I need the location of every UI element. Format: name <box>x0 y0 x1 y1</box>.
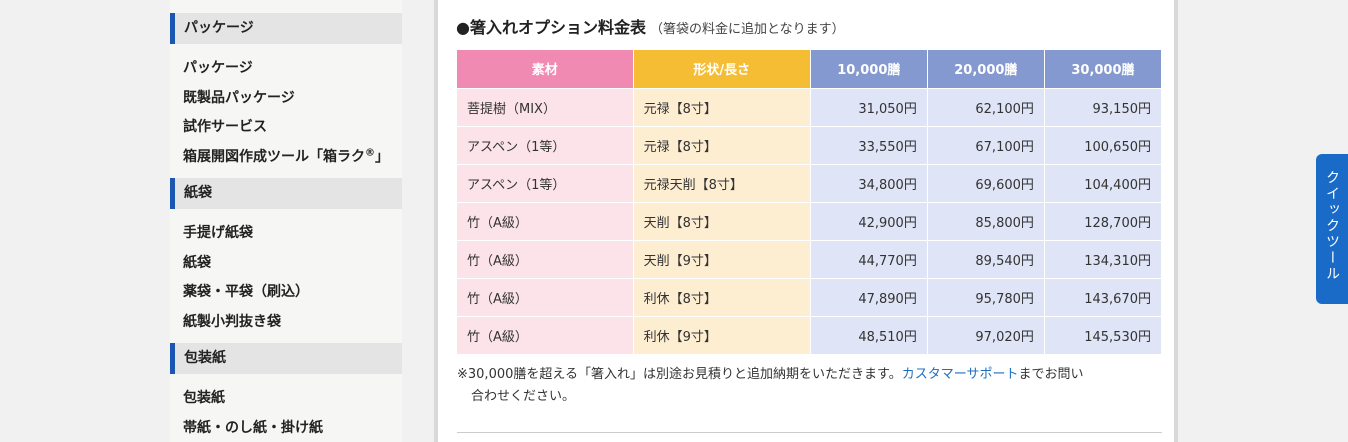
cell-shape: 元禄【8寸】 <box>633 87 811 126</box>
footnote-line-1: ※30,000膳を超える「箸入れ」は別途お見積りと追加納期をいただきます。カスタ… <box>457 364 1169 386</box>
price-table-header-row: 素材 形状/長さ 10,000膳 20,000膳 30,000膳 <box>457 50 1163 88</box>
sidebar-list-wrapping-paper: 包装紙 帯紙・のし紙・掛け紙 <box>170 374 402 442</box>
table-row: 竹（A級） 利休【8寸】 47,890円 95,780円 143,670円 <box>457 277 1163 316</box>
sidebar-item-package[interactable]: パッケージ <box>183 60 253 76</box>
sidebar-item-paper-bag[interactable]: 紙袋 <box>183 254 211 271</box>
cell-price-30000: 104,400円 <box>1044 163 1163 202</box>
sidebar-item-wrapping-paper[interactable]: 包装紙 <box>183 390 225 406</box>
sidebar-list-paper-bag: 手提げ紙袋 紙袋 薬袋・平袋（刷込） 紙製小判抜き袋 <box>170 209 402 343</box>
cell-price-30000: 100,650円 <box>1044 125 1163 164</box>
cell-shape: 天削【8寸】 <box>633 201 811 240</box>
box-tool-label: 箱展開図作成ツール「箱ラク <box>183 148 365 165</box>
cell-price-10000: 33,550円 <box>810 125 928 164</box>
table-row: 竹（A級） 利休【9寸】 48,510円 97,020円 145,530円 <box>457 315 1163 354</box>
cell-shape: 天削【9寸】 <box>633 239 811 278</box>
footnote-text: ※30,000膳を超える「箸入れ」は別途お見積りと追加納期をいただきます。 <box>457 367 902 382</box>
table-row: アスペン（1等） 元禄天削【8寸】 34,800円 69,600円 104,40… <box>457 163 1163 202</box>
page-title-text: ●箸入れオプション料金表 <box>456 18 646 37</box>
sidebar-section-wrapping-paper[interactable]: 包装紙 <box>170 343 402 374</box>
cell-material: 菩提樹（MIX） <box>457 87 634 126</box>
page-title-note: （箸袋の料金に追加となります） <box>649 22 845 37</box>
cell-material: 竹（A級） <box>457 201 634 240</box>
cell-price-20000: 85,800円 <box>927 201 1045 240</box>
sidebar-item-prototype-service[interactable]: 試作サービス <box>183 119 267 135</box>
sidebar-item-band-paper[interactable]: 帯紙・のし紙・掛け紙 <box>183 419 323 436</box>
footnote: ※30,000膳を超える「箸入れ」は別途お見積りと追加納期をいただきます。カスタ… <box>457 364 1169 408</box>
cell-price-10000: 48,510円 <box>810 315 928 354</box>
cell-price-30000: 145,530円 <box>1044 315 1163 354</box>
customer-support-link[interactable]: カスタマーサポート <box>901 367 1019 382</box>
sidebar-item-box-tool[interactable]: 箱展開図作成ツール「箱ラク®」 <box>183 143 402 173</box>
sidebar-section-paper-bag[interactable]: 紙袋 <box>170 178 402 209</box>
table-row: 竹（A級） 天削【9寸】 44,770円 89,540円 134,310円 <box>457 239 1163 278</box>
header-shape-length: 形状/長さ <box>633 50 811 88</box>
cell-shape: 元禄天削【8寸】 <box>633 163 811 202</box>
cell-price-30000: 93,150円 <box>1044 87 1163 126</box>
sidebar-item-medicine-bag[interactable]: 薬袋・平袋（刷込） <box>183 284 309 300</box>
box-tool-label-close: 」 <box>375 148 389 165</box>
cell-price-30000: 128,700円 <box>1044 201 1163 240</box>
sidebar-nav: パッケージ パッケージ 既製品パッケージ 試作サービス 箱展開図作成ツール「箱ラ… <box>170 0 402 442</box>
cell-shape: 利休【8寸】 <box>633 277 811 316</box>
table-row: 竹（A級） 天削【8寸】 42,900円 85,800円 128,700円 <box>457 201 1163 240</box>
section-divider <box>457 432 1162 433</box>
cell-price-10000: 44,770円 <box>810 239 928 278</box>
sidebar-item-handle-bag[interactable]: 手提げ紙袋 <box>183 225 253 241</box>
sidebar-list-package: パッケージ 既製品パッケージ 試作サービス 箱展開図作成ツール「箱ラク®」 <box>170 44 402 178</box>
header-material: 素材 <box>457 50 634 88</box>
sidebar-item-ready-made-package[interactable]: 既製品パッケージ <box>183 89 295 106</box>
header-qty-20000: 20,000膳 <box>927 50 1045 88</box>
cell-price-20000: 89,540円 <box>927 239 1045 278</box>
page-title: ●箸入れオプション料金表 （箸袋の料金に追加となります） <box>456 14 845 38</box>
cell-price-20000: 69,600円 <box>927 163 1045 202</box>
cell-price-10000: 42,900円 <box>810 201 928 240</box>
cell-price-20000: 67,100円 <box>927 125 1045 164</box>
cell-material: 竹（A級） <box>457 239 634 278</box>
cell-price-30000: 143,670円 <box>1044 277 1163 316</box>
header-qty-10000: 10,000膳 <box>810 50 928 88</box>
cell-price-20000: 62,100円 <box>927 87 1045 126</box>
sidebar-item-oval-cut-bag[interactable]: 紙製小判抜き袋 <box>183 313 281 330</box>
price-table: 素材 形状/長さ 10,000膳 20,000膳 30,000膳 菩提樹（MIX… <box>457 50 1163 354</box>
table-row: アスペン（1等） 元禄【8寸】 33,550円 67,100円 100,650円 <box>457 125 1163 164</box>
cell-shape: 利休【9寸】 <box>633 315 811 354</box>
main-content: ●箸入れオプション料金表 （箸袋の料金に追加となります） 素材 形状/長さ 10,… <box>434 0 1178 442</box>
quick-tool-button[interactable]: クイックツール <box>1316 154 1348 304</box>
sidebar-section-package[interactable]: パッケージ <box>170 13 402 44</box>
cell-price-20000: 95,780円 <box>927 277 1045 316</box>
cell-price-20000: 97,020円 <box>927 315 1045 354</box>
trademark-symbol: ® <box>365 146 375 158</box>
cell-material: アスペン（1等） <box>457 125 634 164</box>
cell-price-10000: 34,800円 <box>810 163 928 202</box>
cell-price-10000: 47,890円 <box>810 277 928 316</box>
cell-material: 竹（A級） <box>457 277 634 316</box>
footnote-text-tail: までお問い <box>1018 367 1084 382</box>
table-row: 菩提樹（MIX） 元禄【8寸】 31,050円 62,100円 93,150円 <box>457 87 1163 126</box>
quick-tool-label: クイックツール <box>1324 170 1340 282</box>
footnote-line-2: 合わせください。 <box>471 389 576 404</box>
cell-material: アスペン（1等） <box>457 163 634 202</box>
header-qty-30000: 30,000膳 <box>1044 50 1163 88</box>
cell-material: 竹（A級） <box>457 315 634 354</box>
cell-price-30000: 134,310円 <box>1044 239 1163 278</box>
cell-shape: 元禄【8寸】 <box>633 125 811 164</box>
cell-price-10000: 31,050円 <box>810 87 928 126</box>
